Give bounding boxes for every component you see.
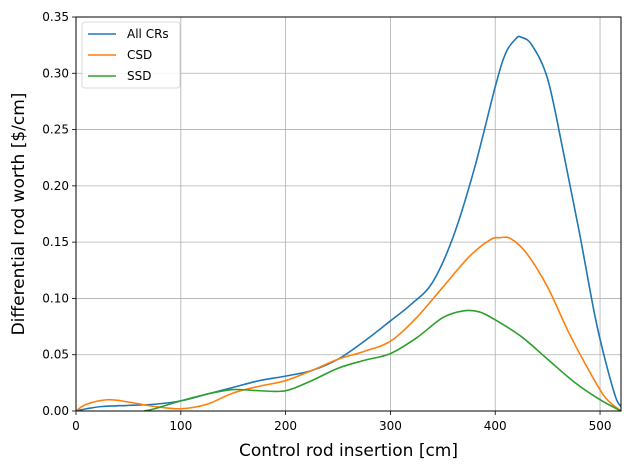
y-tick-label: 0.15 (42, 235, 69, 249)
y-tick-label: 0.35 (42, 10, 69, 24)
y-tick-label: 0.00 (42, 404, 69, 418)
x-tick-label: 500 (589, 419, 612, 433)
series-line-ssd (143, 309, 621, 411)
y-axis-title: Differential rod worth [$/cm] (9, 93, 29, 336)
plot-frame (75, 16, 622, 412)
y-tick-label: 0.30 (42, 66, 69, 80)
x-tick-label: 200 (274, 419, 297, 433)
y-tick-label: 0.10 (42, 291, 69, 305)
legend-label: CSD (127, 48, 152, 62)
y-tick-label: 0.05 (42, 348, 69, 362)
series-line-csd (76, 236, 621, 411)
legend-label: SSD (127, 69, 151, 83)
x-tick-label: 100 (169, 419, 192, 433)
x-tick-label: 400 (484, 419, 507, 433)
axis-ticks: 0 100 200 300 400 500 0.00 0.05 0.10 0.15 0.20 0.25… (42, 10, 611, 433)
x-tick-label: 0 (72, 419, 80, 433)
legend-box (81, 21, 181, 89)
x-tick-label: 300 (379, 419, 402, 433)
x-axis-title: Control rod insertion [cm] (239, 441, 458, 461)
legend: All CRs CSD SSD (81, 21, 181, 89)
y-tick-label: 0.20 (42, 179, 69, 193)
y-tick-label: 0.25 (42, 123, 69, 137)
series-lines (76, 35, 621, 411)
legend-label: All CRs (127, 27, 169, 41)
